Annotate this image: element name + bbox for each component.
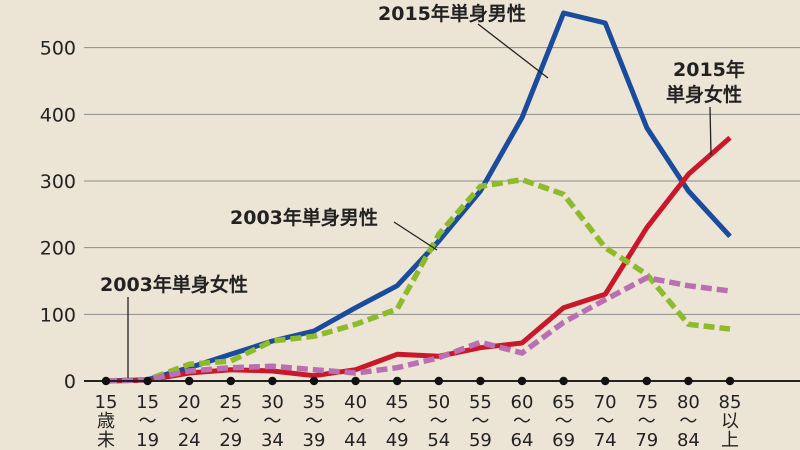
label-2003-female: 2003年単身女性 xyxy=(100,273,248,296)
x-axis-dot xyxy=(476,376,485,386)
x-axis-dot xyxy=(309,376,319,386)
x-axis-dot xyxy=(725,376,735,386)
x-axis-dot xyxy=(185,376,194,386)
leader-2003-male xyxy=(393,221,438,251)
x-axis-dot xyxy=(351,376,360,386)
x-axis-dot xyxy=(101,376,111,386)
x-tick-label: 50 ～ 54 xyxy=(427,392,450,450)
series-line-2 xyxy=(105,176,731,384)
x-axis-dot xyxy=(517,376,527,386)
series-line-3 xyxy=(105,274,731,384)
x-tick-label: 60 ～ 64 xyxy=(511,392,534,450)
x-axis-markers xyxy=(101,376,735,386)
label-2015-female-line2: 単身女性 xyxy=(666,83,742,106)
x-tick-label: 70 ～ 74 xyxy=(594,392,617,450)
x-axis-dot xyxy=(684,376,693,386)
y-tick-label: 300 xyxy=(40,171,76,193)
y-tick-label: 500 xyxy=(40,38,76,60)
y-tick-label: 100 xyxy=(40,304,76,326)
label-2015-male: 2015年単身男性 xyxy=(378,2,526,25)
series-lines xyxy=(105,10,732,384)
x-axis-dot xyxy=(226,376,235,386)
x-axis-ticks: 15 歳未 15 ～ 19 20 ～ 24 25 ～ 29 30 ～ 34 35 ～ 39 40 ～ 44 45 ～ 49 5… xyxy=(95,392,742,450)
x-axis-dot xyxy=(393,376,402,386)
x-tick-label: 85 以上 xyxy=(719,392,742,450)
x-tick-label: 15 ～ 19 xyxy=(136,392,159,450)
y-axis-ticks: 0 100 200 300 400 500 xyxy=(40,38,76,393)
x-tick-label: 55 ～ 59 xyxy=(469,392,492,450)
y-tick-label: 200 xyxy=(40,238,76,260)
x-tick-label: 25 ～ 29 xyxy=(219,392,242,450)
x-axis-dot xyxy=(143,376,152,386)
series-line-0 xyxy=(105,10,732,384)
x-tick-label: 15 歳未 xyxy=(95,392,118,450)
x-tick-label: 20 ～ 24 xyxy=(178,392,201,450)
x-axis-dot xyxy=(601,376,610,386)
x-tick-label: 45 ～ 49 xyxy=(386,392,409,450)
x-tick-label: 35 ～ 39 xyxy=(303,392,326,450)
y-tick-label: 0 xyxy=(64,371,76,393)
x-axis-dot xyxy=(642,376,651,386)
label-2003-male: 2003年単身男性 xyxy=(230,206,378,229)
x-tick-label: 30 ～ 34 xyxy=(261,392,284,450)
y-tick-label: 400 xyxy=(40,104,76,126)
x-tick-label: 75 ～ 79 xyxy=(635,392,658,450)
x-tick-label: 40 ～ 44 xyxy=(344,392,367,450)
x-axis-dot xyxy=(559,376,568,386)
x-axis-dot xyxy=(434,376,443,386)
series-line-1 xyxy=(105,135,732,384)
x-tick-label: 80 ～ 84 xyxy=(677,392,700,450)
leader-2015-male xyxy=(477,23,549,79)
annotations: 2015年単身男性 2015年 単身女性 2003年単身男性 2003年単身女性 xyxy=(100,2,745,378)
x-axis-dot xyxy=(268,376,277,386)
leader-2015-female xyxy=(709,106,712,156)
label-2015-female-line1: 2015年 xyxy=(673,58,745,81)
x-tick-label: 65 ～ 69 xyxy=(552,392,575,450)
